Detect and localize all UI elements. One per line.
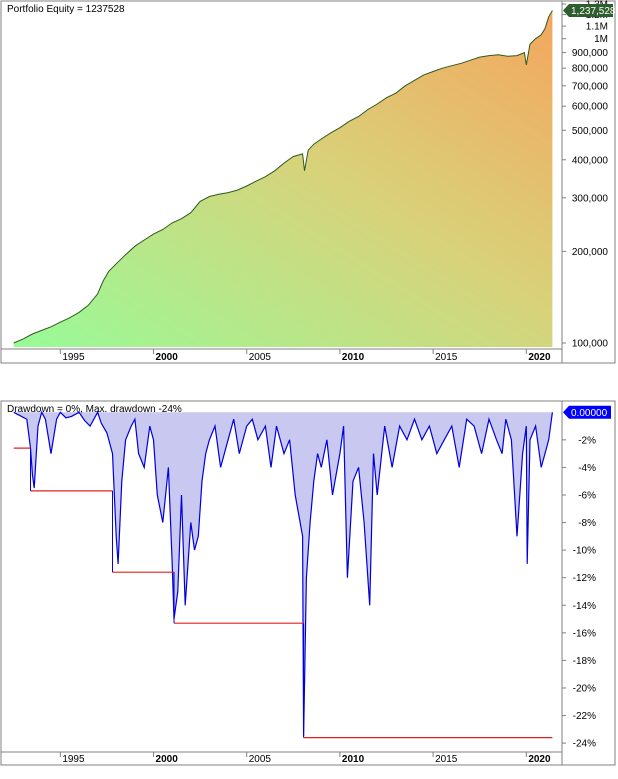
drawdown-line [13,410,553,737]
drawdown-y-tick-label: -14% [573,601,596,612]
drawdown-y-tick-label: -24% [573,739,596,750]
drawdown-last-value-badge-shape [563,405,611,419]
equity-y-tick-label: 900,000 [572,48,609,59]
drawdown-last-value-label: 0.00000 [571,408,608,419]
drawdown-x-tick-label: 2005 [249,754,272,765]
equity-y-tick-label: 400,000 [572,155,609,166]
equity-y-tick-label: 1.1M [586,22,608,33]
drawdown-x-tick-label: 1995 [62,754,85,765]
drawdown-y-tick-label: -6% [578,490,596,501]
drawdown-chart: -2% -4% -6% -8% -10% -12% -14% -16% -18% -20% -22%… [0,400,616,766]
equity-line [13,10,553,344]
equity-x-tick-label: 2020 [528,352,551,363]
equity-last-value-badge: 1,237,528 [563,4,616,18]
drawdown-x-tick-label: 2000 [156,754,179,765]
equity-x-tick-label: 1995 [62,352,85,363]
equity-y-tick-label: 300,000 [572,193,609,204]
drawdown-y-tick-label: -10% [573,546,596,557]
drawdown-y-tick-label: -16% [573,628,596,639]
equity-last-value-badge-shape [563,4,613,18]
drawdown-chart-title: Drawdown = 0%, Max. drawdown -24% [7,404,182,415]
drawdown-y-tick-label: -8% [578,518,596,529]
equity-y-tick-label: 600,000 [572,102,609,113]
drawdown-y-tick-label: -12% [573,573,596,584]
drawdown-x-tick-label: 2010 [342,754,365,765]
equity-y-tick-label: 500,000 [572,126,609,137]
drawdown-y-tick-label: -2% [578,435,596,446]
equity-chart-title: Portfolio Equity = 1237528 [7,4,125,15]
drawdown-y-tick-label: -22% [573,711,596,722]
equity-area-fill [13,10,553,347]
equity-x-tick-label: 2015 [435,352,458,363]
equity-last-value-label: 1,237,528 [571,6,616,17]
equity-y-tick-label: 800,000 [572,64,609,75]
equity-y-tick-label: 200,000 [572,247,609,258]
drawdown-x-tick-label: 2015 [435,754,458,765]
equity-x-tick-label: 2005 [249,352,272,363]
drawdown-y-tick-label: -18% [573,656,596,667]
equity-y-tick-label: 1M [594,34,608,45]
equity-y-tick-label: 100,000 [572,338,609,349]
drawdown-last-value-badge: 0.00000 [563,405,611,419]
equity-x-tick-label: 2000 [156,352,179,363]
drawdown-y-tick-label: -20% [573,683,596,694]
equity-chart: 1.3M1.2M1.1M1M900,000800,000700,000600,0… [0,0,616,364]
drawdown-y-tick-label: -4% [578,463,596,474]
drawdown-x-tick-label: 2020 [528,754,551,765]
equity-y-tick-label: 700,000 [572,81,609,92]
equity-x-tick-label: 2010 [342,352,365,363]
